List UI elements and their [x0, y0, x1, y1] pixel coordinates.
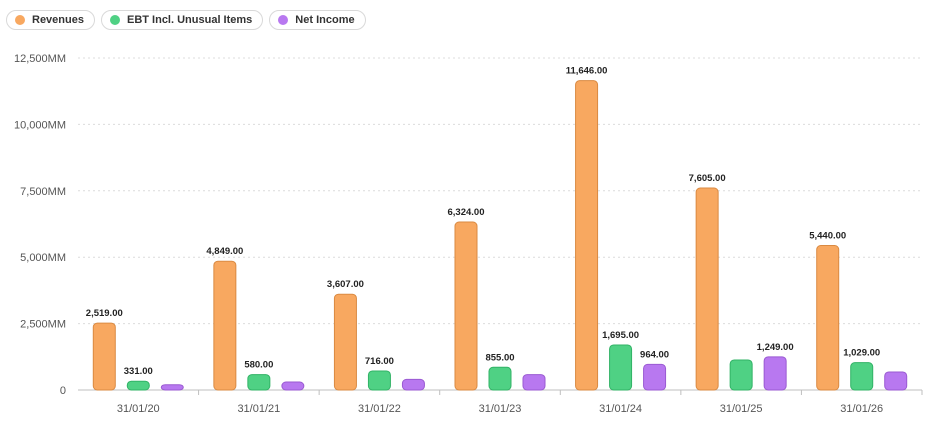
bar-net-income	[884, 371, 908, 391]
x-tick-label: 31/01/22	[358, 403, 401, 415]
legend-swatch-revenues	[15, 15, 25, 25]
data-label-ebt-incl-unusual-items: 1,029.00	[843, 348, 880, 359]
legend-item-revenues[interactable]: Revenues	[6, 10, 95, 30]
legend: Revenues EBT Incl. Unusual Items Net Inc…	[6, 10, 366, 30]
data-label-revenues: 7,605.00	[689, 173, 726, 184]
legend-item-net-income[interactable]: Net Income	[269, 10, 366, 30]
x-tick-label: 31/01/24	[599, 403, 642, 415]
data-label-revenues: 11,646.00	[566, 66, 608, 77]
bar-net-income	[281, 381, 305, 391]
bar-net-income	[160, 384, 184, 391]
bar-net-income	[522, 374, 546, 391]
bar-revenues	[454, 221, 478, 391]
bar-revenues	[333, 293, 357, 391]
data-label-revenues: 2,519.00	[86, 308, 123, 319]
legend-label-ebt: EBT Incl. Unusual Items	[126, 14, 253, 26]
legend-label-net-income: Net Income	[295, 14, 355, 26]
y-tick-label: 12,500MM	[14, 53, 66, 65]
data-label-ebt-incl-unusual-items: 580.00	[244, 360, 273, 371]
legend-label-revenues: Revenues	[32, 14, 84, 26]
bar-revenues	[92, 322, 116, 391]
bar-ebt-incl-unusual-items	[850, 362, 874, 391]
bar-ebt-incl-unusual-items	[126, 380, 150, 391]
x-tick-label: 31/01/21	[237, 403, 280, 415]
bar-net-income	[643, 363, 667, 391]
x-tick-label: 31/01/25	[720, 403, 763, 415]
y-tick-label: 5,000MM	[20, 252, 66, 264]
bar-ebt-incl-unusual-items	[367, 370, 391, 391]
bar-revenues	[816, 245, 840, 391]
y-tick-label: 10,000MM	[14, 119, 66, 131]
legend-item-ebt[interactable]: EBT Incl. Unusual Items	[100, 10, 264, 30]
data-label-ebt-incl-unusual-items: 1,695.00	[602, 330, 639, 341]
y-tick-label: 2,500MM	[20, 319, 66, 331]
data-label-ebt-incl-unusual-items: 331.00	[124, 366, 153, 377]
data-label-net-income: 964.00	[640, 349, 669, 360]
bar-ebt-incl-unusual-items	[729, 359, 753, 391]
bar-net-income	[401, 378, 425, 391]
legend-swatch-net-income	[278, 15, 289, 25]
y-tick-label: 0	[60, 385, 66, 397]
bar-revenues	[213, 260, 237, 391]
x-tick-label: 31/01/23	[479, 403, 522, 415]
bar-ebt-incl-unusual-items	[247, 374, 271, 391]
x-tick-label: 31/01/26	[840, 403, 883, 415]
data-label-ebt-incl-unusual-items: 855.00	[485, 352, 514, 363]
data-label-revenues: 6,324.00	[448, 207, 485, 218]
data-label-net-income: 1,249.00	[757, 342, 794, 353]
x-tick-label: 31/01/20	[117, 403, 160, 415]
data-label-revenues: 3,607.00	[327, 279, 364, 290]
bar-revenues	[575, 80, 599, 391]
bar-net-income	[763, 356, 787, 391]
data-label-revenues: 5,440.00	[809, 231, 846, 242]
data-label-revenues: 4,849.00	[206, 246, 243, 257]
y-tick-label: 7,500MM	[20, 186, 66, 198]
bar-revenues	[695, 187, 719, 391]
bar-ebt-incl-unusual-items	[609, 344, 633, 391]
bar-ebt-incl-unusual-items	[488, 366, 512, 391]
legend-swatch-ebt	[109, 15, 120, 25]
data-label-ebt-incl-unusual-items: 716.00	[365, 356, 394, 367]
